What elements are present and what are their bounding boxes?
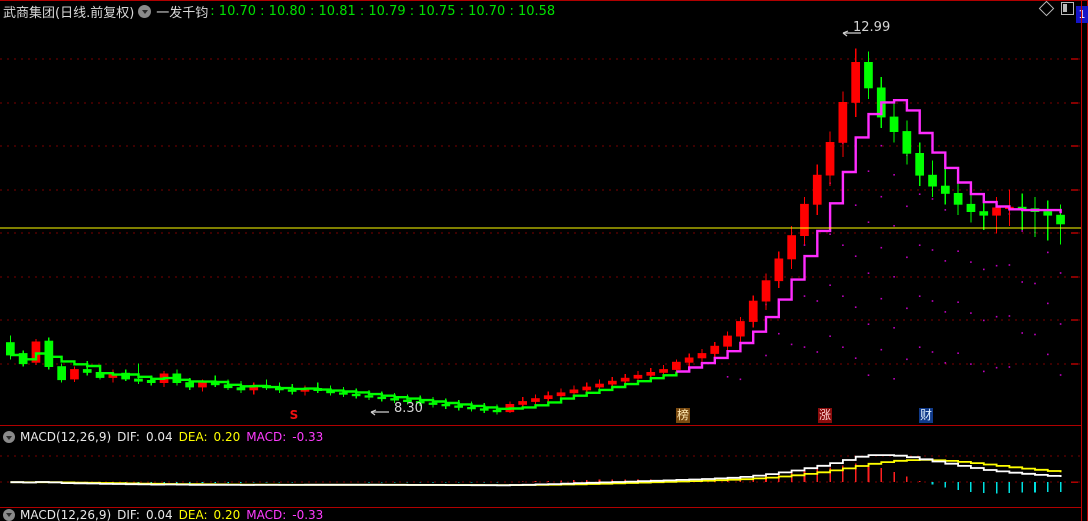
rank-marker[interactable]: 榜 — [676, 408, 690, 423]
pane-divider-2 — [0, 507, 1081, 508]
chevron-down-circle-icon[interactable] — [3, 431, 15, 443]
price-chart-pane[interactable] — [0, 21, 1081, 425]
indicator-name[interactable]: 一发千钧 — [156, 5, 209, 21]
price-chart-canvas — [0, 30, 1081, 416]
macd-chart-pane[interactable] — [0, 429, 1081, 505]
stock-title: 武商集团(日线.前复权) — [3, 5, 135, 21]
corner-tag[interactable]: 1 — [1076, 6, 1088, 23]
macd-dif-label-2: DIF: — [117, 508, 140, 521]
macd-title-2[interactable]: MACD(12,26,9) — [20, 508, 112, 521]
macd-header: MACD(12,26,9) DIF: 0.04 DEA: 0.20 MACD: … — [0, 429, 1081, 445]
macd-dea-label-2: DEA: — [178, 508, 208, 521]
sell-marker[interactable]: S — [289, 408, 299, 422]
low-price-annotation: 8.30 — [394, 401, 423, 416]
right-price-axis — [1081, 0, 1082, 521]
macd-dea-label: DEA: — [178, 430, 208, 444]
chart-header: 武商集团(日线.前复权) 一发千钧 : 10.70 : 10.80 : 10.8… — [0, 1, 1081, 21]
macd-header-2: MACD(12,26,9) DIF: 0.04 DEA: 0.20 MACD: … — [0, 508, 1081, 521]
macd-chart-canvas — [0, 454, 1081, 494]
chevron-down-circle-icon[interactable] — [3, 508, 15, 521]
macd-hist-label-2: MACD: — [246, 508, 287, 521]
panel-layout-icon[interactable] — [1061, 2, 1074, 15]
macd-hist-label: MACD: — [246, 430, 287, 444]
rise-marker[interactable]: 涨 — [818, 408, 832, 423]
macd-dif-label: DIF: — [117, 430, 140, 444]
pane-divider-1 — [0, 425, 1081, 426]
macd-dif-value-2: 0.04 — [145, 508, 173, 521]
diamond-icon[interactable] — [1038, 0, 1055, 17]
indicator-values: : 10.70 : 10.80 : 10.81 : 10.79 : 10.75 … — [210, 3, 556, 19]
header-icon-group — [1038, 0, 1074, 17]
chevron-down-circle-icon[interactable] — [138, 4, 152, 18]
macd-hist-value-2: -0.33 — [292, 508, 324, 521]
macd-title[interactable]: MACD(12,26,9) — [20, 430, 112, 444]
high-price-annotation: 12.99 — [853, 20, 891, 35]
macd-hist-value: -0.33 — [292, 430, 324, 444]
window-top-border — [0, 0, 1088, 1]
macd-dea-value-2: 0.20 — [213, 508, 241, 521]
finance-marker[interactable]: 财 — [919, 408, 933, 423]
macd-dea-value: 0.20 — [213, 430, 241, 444]
macd-dif-value: 0.04 — [145, 430, 173, 444]
